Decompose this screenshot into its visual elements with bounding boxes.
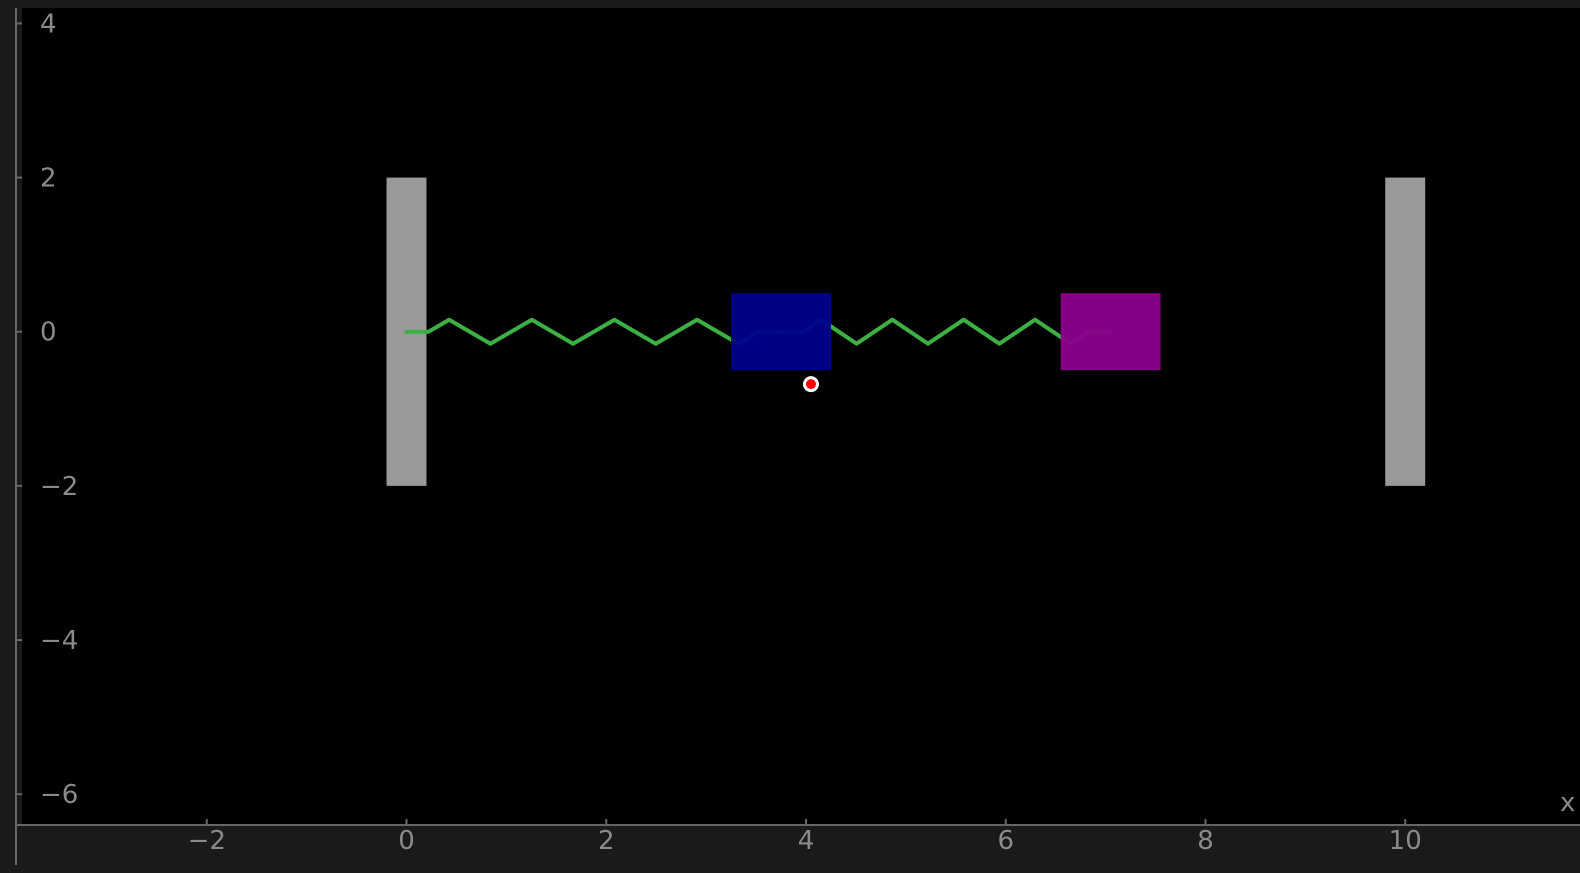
y-tick-label: −4 [40,626,78,656]
x-axis-label: x [1560,788,1575,818]
y-tick-label: 0 [40,318,57,348]
y-tick-label: 4 [40,9,57,39]
y-tick-label: 2 [40,164,57,194]
right-wall [1385,177,1426,486]
x-tick-label: 6 [997,826,1014,856]
x-tick-label: 10 [1389,826,1422,856]
y-tick-label: −6 [40,780,78,810]
x-tick-label: 0 [398,826,415,856]
x-tick-label: 8 [1197,826,1214,856]
x-tick-label: 4 [798,826,815,856]
plot-background [22,8,1580,825]
x-tick-label: 2 [598,826,615,856]
mass-block-purple[interactable] [1060,293,1161,371]
center-of-mass-dot [805,379,816,390]
x-tick-label: −2 [188,826,226,856]
mass-block-blue[interactable] [731,293,831,371]
y-tick-label: −2 [40,472,78,502]
